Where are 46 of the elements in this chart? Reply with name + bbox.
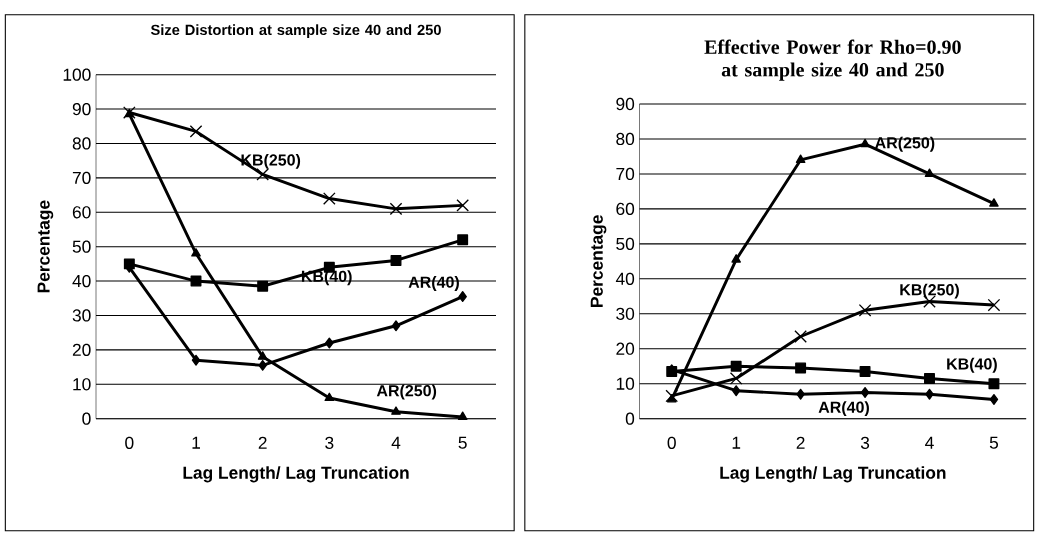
x-tick-label: 5 (458, 436, 467, 449)
y-axis-title: Percentage (590, 215, 607, 307)
x-tick-label: 5 (989, 436, 999, 449)
series-label: AR(250) (376, 384, 437, 400)
y-tick-label: 40 (72, 274, 91, 288)
y-tick-label: 70 (616, 167, 635, 181)
x-tick-label: 0 (125, 436, 134, 449)
x-tick-label: 3 (860, 436, 870, 449)
y-tick-label: 30 (72, 309, 91, 322)
series-label: AR(40) (818, 401, 869, 417)
series-label: KB(250) (241, 153, 301, 169)
y-tick-label: 10 (73, 378, 91, 391)
y-tick-label: 0 (625, 412, 635, 425)
series-label: AR(40) (408, 276, 459, 291)
series-label: KB(250) (900, 283, 959, 299)
y-tick-label: 30 (616, 307, 635, 320)
y-axis-title: Percentage (37, 200, 54, 293)
y-tick-label: 50 (72, 240, 91, 253)
chart-title: Size Distortion at sample size 40 and 250 (150, 24, 441, 38)
x-tick-label: 2 (258, 436, 267, 449)
y-tick-label: 0 (82, 412, 91, 425)
x-tick-label: 0 (667, 436, 676, 449)
y-tick-label: 90 (616, 97, 635, 111)
x-axis-title: Lag Length/ Lag Truncation (720, 466, 946, 483)
x-tick-label: 1 (732, 436, 741, 449)
x-tick-label: 4 (925, 436, 934, 449)
y-tick-label: 100 (63, 68, 91, 81)
chart-title: Effective Power for Rho=0.90 at sample size 40 and 250 (704, 39, 961, 81)
x-tick-label: 1 (192, 436, 200, 449)
y-tick-label: 60 (72, 206, 91, 219)
x-tick-label: 3 (325, 436, 334, 449)
x-tick-label: 2 (796, 436, 805, 449)
series-label: KB(40) (947, 357, 997, 373)
y-tick-label: 80 (72, 137, 91, 150)
y-tick-label: 50 (616, 237, 635, 250)
y-tick-label: 20 (616, 342, 635, 355)
y-tick-label: 90 (72, 102, 91, 116)
series-label: AR(250) (875, 136, 935, 152)
x-tick-label: 4 (391, 436, 401, 449)
y-tick-label: 20 (72, 343, 91, 356)
y-tick-label: 80 (616, 132, 635, 146)
y-tick-label: 70 (72, 171, 91, 184)
y-tick-label: 60 (616, 202, 635, 216)
y-tick-label: 40 (615, 272, 635, 285)
y-tick-label: 10 (616, 377, 635, 390)
x-axis-title: Lag Length/ Lag Truncation (183, 466, 409, 483)
